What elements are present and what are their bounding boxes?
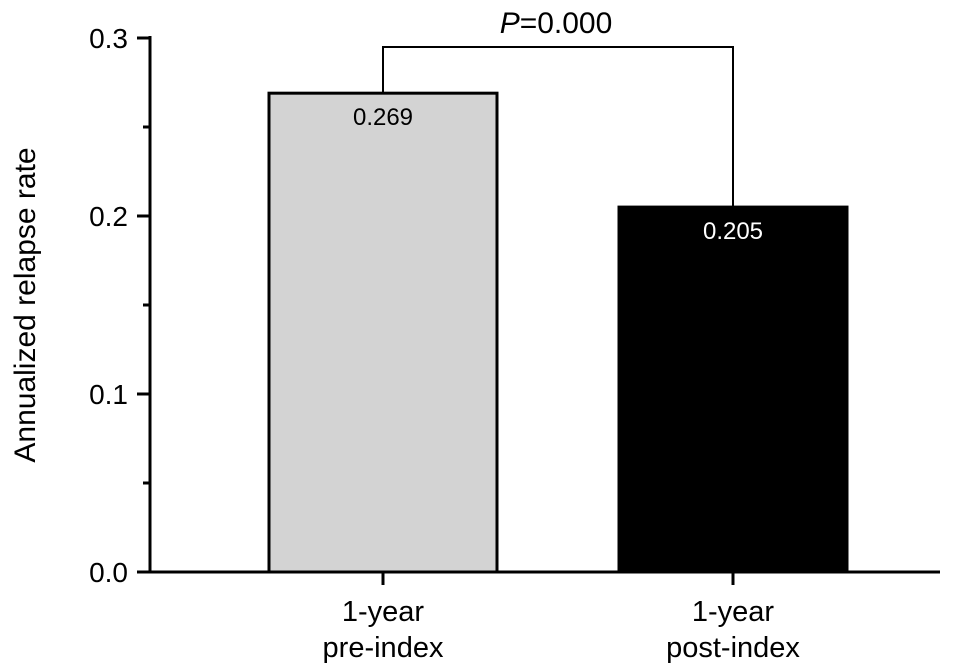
- p-value-label: P=0.000: [500, 7, 613, 40]
- axes-layer: [137, 36, 940, 585]
- y-tick-label-1: 0.1: [89, 379, 128, 410]
- y-tick-label-2: 0.2: [89, 201, 128, 232]
- x-tick-label-1-line-2: pre-index: [323, 632, 444, 664]
- data-label-1: 0.269: [353, 104, 413, 131]
- y-tick-label-0: 0.0: [89, 557, 128, 588]
- bars-layer: [267, 91, 849, 574]
- significance-bracket: [382, 46, 734, 207]
- significance-annotation: P=0.000: [382, 7, 734, 207]
- p-value: =0.000: [520, 7, 613, 40]
- data-label-2: 0.205: [703, 218, 763, 245]
- x-tick-label-2-line-1: 1-year: [692, 596, 775, 628]
- y-axis-label: Annualized relapse rate: [9, 147, 42, 462]
- x-tick-label-2-line-2: post-index: [666, 632, 800, 664]
- x-tick-label-1-line-1: 1-year: [342, 596, 425, 628]
- y-tick-label-3: 0.3: [89, 23, 128, 54]
- bar-2: [617, 205, 849, 574]
- labels-layer: 0.269 0.205 0.0 0.1 0.2 0.3 1-year pre-index 1-y…: [89, 23, 800, 664]
- bar-1: [267, 91, 499, 574]
- p-symbol: P: [500, 7, 520, 40]
